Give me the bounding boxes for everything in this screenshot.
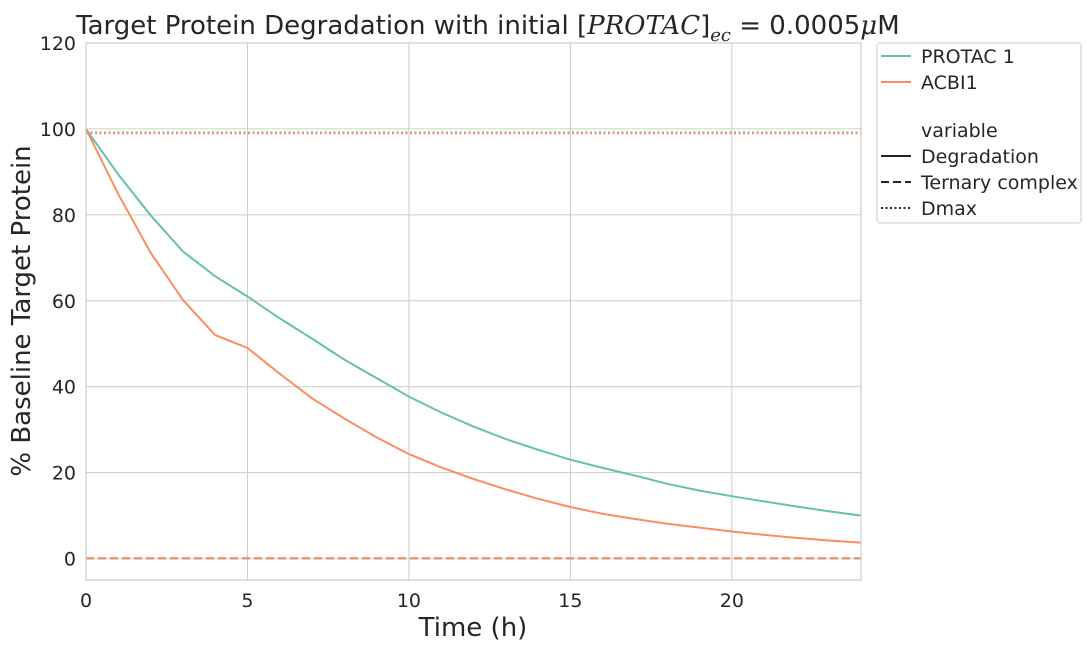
x-tick-labels: 0 5 10 15 20 xyxy=(80,590,744,612)
series-line-acbi1-degradation xyxy=(85,128,862,544)
series-line-protac-1-degradation xyxy=(85,128,862,517)
y-tick-label: 120 xyxy=(40,33,76,55)
x-axis-label: Time (h) xyxy=(418,613,528,643)
legend-box xyxy=(876,42,1082,224)
x-tick-label: 5 xyxy=(241,590,253,612)
x-tick-label: 0 xyxy=(80,590,92,612)
chart-title: Target Protein Degradation with initial … xyxy=(75,11,900,46)
legend-label: ACBI1 xyxy=(921,72,978,94)
y-tick-label: 60 xyxy=(52,291,76,313)
series-lines xyxy=(85,128,862,560)
legend-label: Ternary complex xyxy=(920,172,1078,194)
legend: PROTAC 1 ACBI1 variable Degradation Ternary … xyxy=(876,42,1082,224)
x-tick-label: 15 xyxy=(558,590,582,612)
x-tick-label: 20 xyxy=(720,590,744,612)
legend-label: Dmax xyxy=(921,198,977,220)
y-tick-label: 20 xyxy=(52,463,76,485)
y-tick-label: 40 xyxy=(52,377,76,399)
legend-label: Degradation xyxy=(921,146,1039,168)
legend-label: PROTAC 1 xyxy=(921,46,1015,68)
y-tick-labels: 0 20 40 60 80 100 120 xyxy=(40,33,76,571)
y-axis-label: % Baseline Target Protein xyxy=(7,145,37,476)
legend-subtitle: variable xyxy=(921,120,998,142)
y-tick-label: 80 xyxy=(52,205,76,227)
y-tick-label: 0 xyxy=(64,549,76,571)
x-tick-label: 10 xyxy=(397,590,421,612)
plot-area xyxy=(86,43,861,580)
y-tick-label: 100 xyxy=(40,119,76,141)
plot-frame xyxy=(85,42,862,581)
